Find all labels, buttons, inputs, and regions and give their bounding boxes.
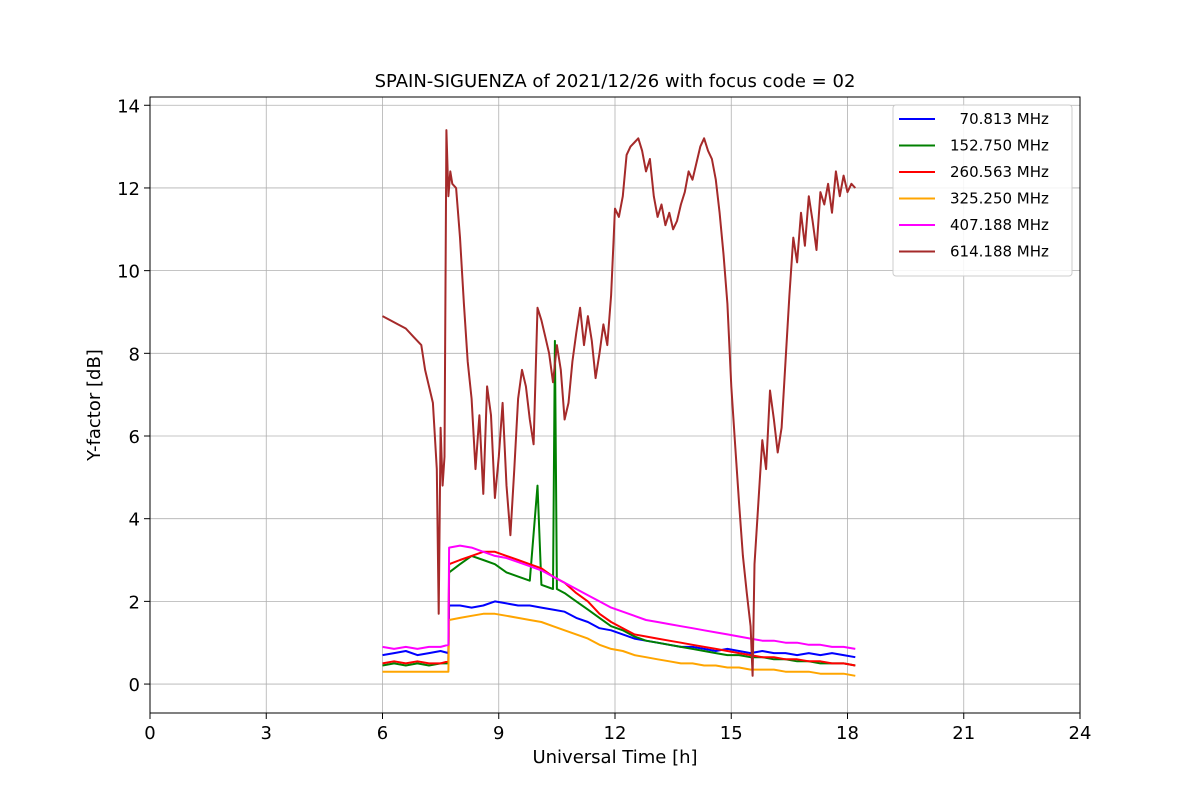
legend: 70.813 MHz 152.750 MHz 260.563 MHz 325.250 … [892, 104, 1073, 277]
legend-box [892, 104, 1073, 277]
y-tick-label: 10 [117, 262, 140, 283]
legend-label: 260.563 MHz [950, 163, 1049, 181]
chart-title: SPAIN-SIGUENZA of 2021/12/26 with focus … [375, 71, 856, 92]
series-line-3 [382, 612, 856, 677]
y-tick-label: 4 [129, 510, 140, 531]
x-tick-label: 24 [1069, 723, 1092, 744]
legend-label: 407.188 MHz [950, 216, 1049, 234]
legend-label: 152.750 MHz [950, 137, 1049, 155]
legend-label: 70.813 MHz [950, 110, 1049, 128]
x-tick-label: 9 [493, 723, 504, 744]
legend-label: 325.250 MHz [950, 190, 1049, 208]
y-tick-label: 2 [129, 592, 140, 613]
x-axis: 0 3 6 9 12 15 18 21 24 [144, 713, 1091, 744]
y-tick-label: 8 [129, 344, 140, 365]
series-layer [382, 129, 857, 677]
y-axis-label: Y-factor [dB] [84, 349, 105, 462]
y-tick-label: 6 [129, 427, 140, 448]
x-tick-label: 18 [836, 723, 859, 744]
series-line-5 [382, 129, 857, 677]
x-tick-label: 12 [604, 723, 627, 744]
x-tick-label: 6 [377, 723, 388, 744]
legend-label: 614.188 MHz [950, 243, 1049, 261]
x-tick-label: 0 [144, 723, 155, 744]
x-tick-label: 3 [261, 723, 272, 744]
grid [149, 97, 1081, 713]
y-tick-label: 0 [129, 675, 140, 696]
x-tick-label: 15 [720, 723, 743, 744]
y-tick-label: 12 [117, 179, 140, 200]
series-line-4 [382, 544, 856, 650]
series-line-1 [382, 339, 856, 667]
x-tick-label: 21 [952, 723, 975, 744]
x-axis-label: Universal Time [h] [532, 747, 697, 768]
y-tick-label: 14 [117, 96, 140, 117]
y-axis: 0 2 4 6 8 10 12 14 [117, 96, 150, 696]
